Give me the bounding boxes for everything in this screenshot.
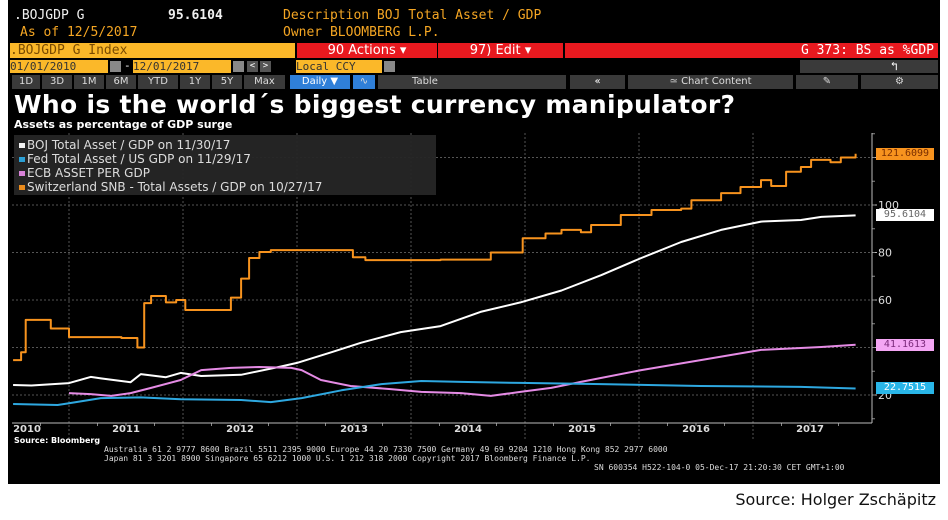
actions-menu[interactable]: 90 Actions ▾ [297,43,437,58]
frequency-select[interactable]: Daily ▼ [290,75,350,89]
chart-content-label: Chart Content [681,76,752,87]
chart-title: Who is the world´s biggest currency mani… [14,90,736,119]
security-field[interactable]: .BOJGDP G Index [10,43,295,58]
calendar-icon[interactable] [110,61,121,72]
security-label: .BOJGDP G Index [10,43,128,58]
x-tick-label: 2017 [796,424,824,435]
series-line [13,153,857,362]
collapse-icon[interactable]: « [570,75,625,89]
period-1y[interactable]: 1Y [180,75,210,89]
x-tick-label: 2010 [13,424,41,435]
legend-label: BOJ Total Asset / GDP on 11/30/17 [27,138,231,152]
dropdown-icon[interactable] [384,61,395,72]
x-tick-label: 2013 [340,424,368,435]
currency-label: Local CCY [296,60,356,73]
source-label: Source: Bloomberg [14,436,101,445]
legend-entry: ECB ASSET PER GDP [19,166,150,180]
last-value-label: 95.6104 [876,209,934,222]
x-tick-label: 2016 [682,424,710,435]
period-ytd[interactable]: YTD [138,75,178,89]
legend-swatch [19,171,25,176]
series-line [68,343,856,397]
image-credit: Source: Holger Zschäpitz [735,490,936,509]
period-5y[interactable]: 5Y [212,75,242,89]
prev-arrow-icon[interactable]: < [247,61,258,72]
period-3d[interactable]: 3D [42,75,72,89]
x-tick-label: 2011 [112,424,140,435]
legend-entry: Fed Total Asset / US GDP on 11/29/17 [19,152,251,166]
chart-content-button[interactable]: ≃ Chart Content [628,75,793,89]
period-6m[interactable]: 6M [106,75,136,89]
ticker: .BOJGDP G [14,8,85,23]
legend: BOJ Total Asset / GDP on 11/30/17 Fed Tot… [14,135,436,195]
legend-swatch [19,185,25,190]
legend-swatch [19,157,25,162]
table-label: Table [412,76,438,87]
description: Description BOJ Total Asset / GDP [283,8,542,23]
footer-line-1: Australia 61 2 9777 8600 Brazil 5511 239… [104,445,668,454]
end-date: 12/01/2017 [133,60,200,73]
back-button[interactable]: ↰ [800,60,938,73]
last-value-label: 121.6099 [876,147,934,160]
end-date-input[interactable]: 12/01/2017 [133,60,231,73]
last-value-label: 22.7515 [876,382,934,395]
x-tick-label: 2012 [226,424,254,435]
calendar-icon[interactable] [233,61,244,72]
footer-line-3: SN 600354 H522-104-0 05-Dec-17 21:20:30 … [594,463,845,472]
edit-chart-icon[interactable]: ✎ [796,75,858,89]
page-title-bar: G 373: BS as %GDP [565,43,938,58]
legend-entry: BOJ Total Asset / GDP on 11/30/17 [19,138,230,152]
footer-line-2: Japan 81 3 3201 8900 Singapore 65 6212 1… [104,454,591,463]
edit-label: 97) Edit ▾ [469,43,532,58]
gear-icon[interactable]: ⚙ [861,75,938,89]
edit-menu[interactable]: 97) Edit ▾ [438,43,563,58]
x-tick-label: 2014 [454,424,482,435]
actions-label: 90 Actions ▾ [327,43,407,58]
period-1d[interactable]: 1D [12,75,40,89]
legend-label: ECB ASSET PER GDP [27,166,150,180]
chart-subtitle: Assets as percentage of GDP surge [14,118,233,131]
y-tick-label: 80 [878,247,892,260]
last-value-label: 41.1613 [876,338,934,351]
series-line [13,214,856,387]
start-date: 01/01/2010 [10,60,77,73]
legend-label: Switzerland SNB - Total Assets / GDP on … [27,180,323,194]
date-separator: - [124,59,131,72]
start-date-input[interactable]: 01/01/2010 [10,60,108,73]
table-button[interactable]: Table [378,75,566,89]
period-1m[interactable]: 1M [74,75,104,89]
x-tick-label: 2015 [568,424,596,435]
series-line [13,380,856,406]
legend-label: Fed Total Asset / US GDP on 11/29/17 [27,152,251,166]
y-tick-label: 60 [878,294,892,307]
y-tick-label: 100 [878,199,899,212]
next-arrow-icon[interactable]: > [260,61,271,72]
frequency-label: Daily ▼ [301,76,339,87]
page-code: G 373: BS as %GDP [800,43,934,58]
currency-select[interactable]: Local CCY [296,60,382,73]
owner: Owner BLOOMBERG L.P. [283,25,440,40]
legend-swatch [19,143,25,148]
legend-entry: Switzerland SNB - Total Assets / GDP on … [19,180,322,194]
as-of-date: As of 12/5/2017 [20,25,138,40]
period-max[interactable]: Max [244,75,285,89]
line-chart-icon[interactable]: ∿ [353,75,375,89]
last-value: 95.6104 [168,8,223,23]
